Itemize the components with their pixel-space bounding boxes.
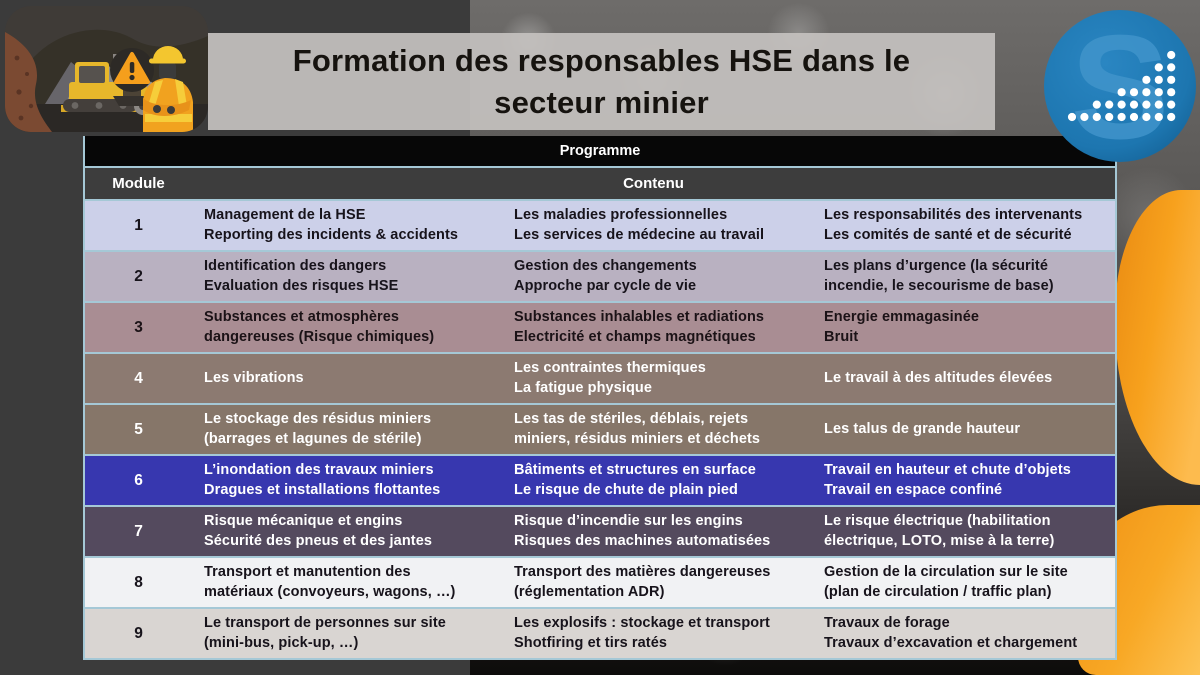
table-row: 8 Transport et manutention des matériaux…	[85, 556, 1115, 607]
s-dots-logo: S	[1042, 5, 1198, 170]
module-number: 5	[134, 420, 143, 438]
table-row: 6 L’inondation des travaux miniers Dragu…	[85, 454, 1115, 505]
logo-dot	[1167, 112, 1176, 122]
content-cell: L’inondation des travaux miniers Dragues…	[204, 462, 441, 498]
table-title-bar: Programme	[85, 136, 1115, 166]
table-row: 4 Les vibrations Les contraintes thermiq…	[85, 352, 1115, 403]
content-cell: Gestion des changements Approche par cyc…	[514, 258, 697, 294]
content-cell: Gestion de la circulation sur le site (p…	[824, 564, 1068, 600]
logo-dot-pattern	[1067, 50, 1176, 122]
contenu-column-header: Contenu	[623, 175, 684, 192]
table-body: 1 Management de la HSE Reporting des inc…	[85, 199, 1115, 658]
content-cell: Les responsabilités des intervenants Les…	[824, 207, 1083, 243]
content-cell: Les maladies professionnelles Les servic…	[514, 207, 765, 243]
logo-dot	[1129, 100, 1139, 109]
content-cell: Bâtiments et structures en surface Le ri…	[514, 462, 756, 498]
content-cell: Substances et atmosphères dangereuses (R…	[204, 309, 435, 345]
content-cell: Les plans d’urgence (la sécurité incendi…	[824, 258, 1054, 294]
content-cell: Travaux de forage Travaux d’excavation e…	[824, 615, 1078, 651]
mine-worker-figure	[113, 46, 193, 132]
content-cell: Les vibrations	[204, 369, 304, 386]
logo-dot	[1142, 112, 1151, 122]
module-column-header: Module	[112, 175, 165, 192]
logo-circle	[1044, 10, 1196, 162]
logo-dot	[1167, 100, 1176, 109]
content-cell: Les explosifs : stockage et transport Sh…	[514, 615, 770, 651]
logo-dot	[1117, 100, 1126, 109]
table-row: 7 Risque mécanique et engins Sécurité de…	[85, 505, 1115, 556]
mining-safety-illustration	[5, 6, 208, 132]
content-cell: Risque d’incendie sur les engins Risques…	[514, 513, 771, 549]
module-number: 2	[134, 267, 143, 285]
logo-dot	[1154, 75, 1163, 84]
content-cell: Le risque électrique (habilitation élect…	[824, 513, 1055, 549]
logo-letter-s: S	[1071, 8, 1170, 164]
content-cell: Le travail à des altitudes élevées	[824, 369, 1053, 386]
mining-scene-graphic	[5, 6, 208, 132]
logo-dot	[1167, 88, 1176, 97]
logo-dot	[1105, 112, 1114, 122]
logo-dot	[1167, 75, 1176, 84]
logo-dot	[1092, 100, 1101, 109]
logo-dot	[1129, 88, 1139, 97]
module-number: 1	[134, 216, 143, 234]
logo-dot	[1154, 63, 1163, 72]
content-cell: Les talus de grande hauteur	[824, 420, 1021, 437]
module-number: 8	[134, 573, 143, 591]
content-cell: Transport des matières dangereuses (régl…	[514, 564, 771, 600]
logo-dot	[1154, 112, 1163, 122]
module-number: 9	[134, 624, 143, 642]
logo-dot	[1117, 112, 1126, 122]
content-cell: Transport et manutention des matériaux (…	[204, 564, 456, 600]
logo-dot	[1080, 112, 1089, 122]
logo-dot	[1105, 100, 1114, 109]
content-cell: Les contraintes thermiques La fatigue ph…	[514, 360, 706, 396]
module-number: 4	[134, 369, 143, 387]
content-cell: Substances inhalables et radiations Elec…	[514, 309, 765, 345]
warning-icon	[110, 48, 154, 92]
table-column-headers: Module Contenu	[85, 166, 1115, 199]
logo-dot	[1154, 100, 1163, 109]
content-cell: Energie emmagasinée Bruit	[824, 309, 980, 345]
logo-dot	[1167, 50, 1176, 60]
slide-title: Formation des responsables HSE dans le s…	[292, 42, 911, 120]
logo-dot	[1142, 88, 1151, 97]
table-row: 5 Le stockage des résidus miniers (barra…	[85, 403, 1115, 454]
logo-dot	[1129, 112, 1139, 122]
programme-header-label: Programme	[559, 143, 641, 159]
module-number: 3	[134, 318, 143, 336]
content-cell: Les tas de stériles, déblais, rejets min…	[514, 411, 761, 447]
content-cell: Le transport de personnes sur site (mini…	[204, 615, 446, 651]
table-row: 1 Management de la HSE Reporting des inc…	[85, 199, 1115, 250]
slide-title-box: Formation des responsables HSE dans le s…	[208, 33, 995, 130]
content-cell: Le stockage des résidus miniers (barrage…	[204, 411, 432, 447]
table-row: 9 Le transport de personnes sur site (mi…	[85, 607, 1115, 658]
content-cell: Management de la HSE Reporting des incid…	[204, 207, 459, 243]
content-cell: Identification des dangers Evaluation de…	[204, 258, 399, 294]
logo-dot	[1067, 112, 1077, 122]
programme-table: Programme Module Contenu 1 Management de…	[83, 136, 1117, 660]
module-number: 7	[134, 522, 143, 540]
module-number: 6	[134, 471, 143, 489]
table-row: 3 Substances et atmosphères dangereuses …	[85, 301, 1115, 352]
logo-dot	[1142, 100, 1151, 109]
logo-dot	[1142, 75, 1151, 84]
content-cell: Travail en hauteur et chute d’objets Tra…	[824, 462, 1071, 498]
logo-dot	[1154, 88, 1163, 97]
logo-dot	[1117, 88, 1126, 97]
logo-dot	[1092, 112, 1101, 122]
content-cell: Risque mécanique et engins Sécurité des …	[204, 513, 433, 549]
logo-dot	[1167, 63, 1176, 72]
table-row: 2 Identification des dangers Evaluation …	[85, 250, 1115, 301]
